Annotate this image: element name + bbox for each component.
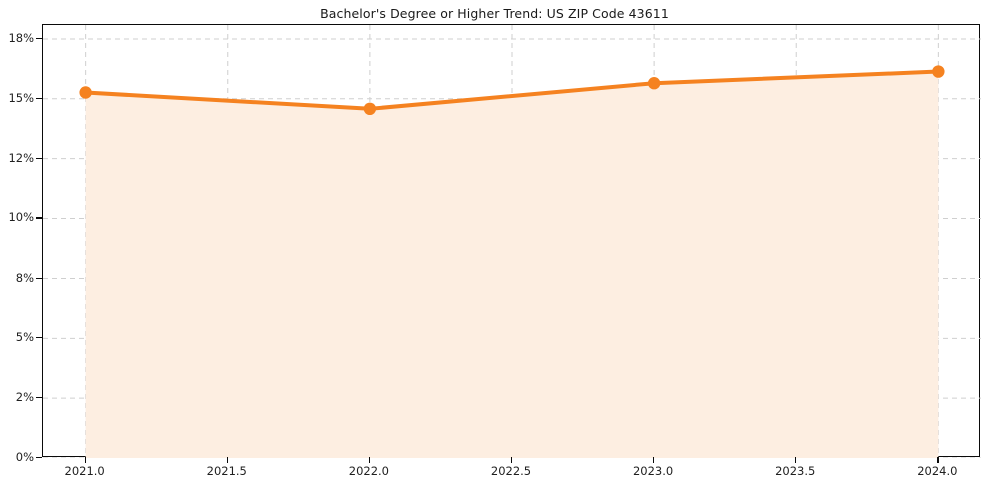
plot-area: [42, 24, 981, 458]
x-tick-label: 2021.5: [206, 464, 247, 478]
y-tick-mark: [36, 457, 42, 459]
x-tick-label: 2024.0: [917, 464, 958, 478]
y-tick-mark: [36, 217, 42, 219]
y-tick-mark: [36, 37, 42, 40]
x-tick-label: 2022.0: [348, 464, 389, 478]
y-axis-tick-labels: 0% 2% 5% 8% 10% 12% 15% 18%: [0, 0, 34, 490]
y-tick-label: 8%: [15, 270, 34, 285]
x-axis-tick-labels: 2021.0 2021.5 2022.0 2022.5 2023.0 2023.5 2024…: [0, 464, 989, 488]
x-tick-mark: [368, 457, 371, 463]
x-tick-label: 2022.5: [490, 464, 532, 478]
data-point-markers: [79, 65, 945, 116]
x-tick-mark: [795, 457, 797, 463]
y-tick-label: 0%: [15, 450, 34, 464]
y-tick-label: 18%: [8, 30, 34, 45]
y-tick-mark: [36, 397, 42, 399]
y-tick-label: 15%: [8, 90, 34, 105]
y-tick-label: 10%: [8, 210, 34, 225]
data-line: [83, 69, 941, 111]
y-tick-mark: [36, 277, 42, 279]
y-tick-label: 12%: [8, 150, 34, 165]
y-tick-label: 2%: [15, 390, 34, 405]
x-tick-mark: [226, 457, 228, 463]
area-fill: [85, 71, 939, 458]
x-tick-mark: [653, 457, 655, 463]
x-tick-mark: [511, 457, 513, 463]
x-tick-label: 2023.0: [632, 464, 674, 478]
y-tick-label: 5%: [15, 330, 34, 345]
x-tick-label: 2021.0: [64, 464, 105, 478]
y-tick-mark: [36, 337, 42, 339]
x-tick-mark: [937, 457, 939, 463]
chart-canvas: [43, 25, 981, 458]
x-tick-mark: [84, 457, 86, 463]
y-tick-mark: [36, 97, 42, 99]
x-tick-label: 2023.5: [775, 464, 816, 478]
y-tick-mark: [36, 157, 42, 159]
chart-title: Bachelor's Degree or Higher Trend: US ZI…: [320, 6, 669, 21]
